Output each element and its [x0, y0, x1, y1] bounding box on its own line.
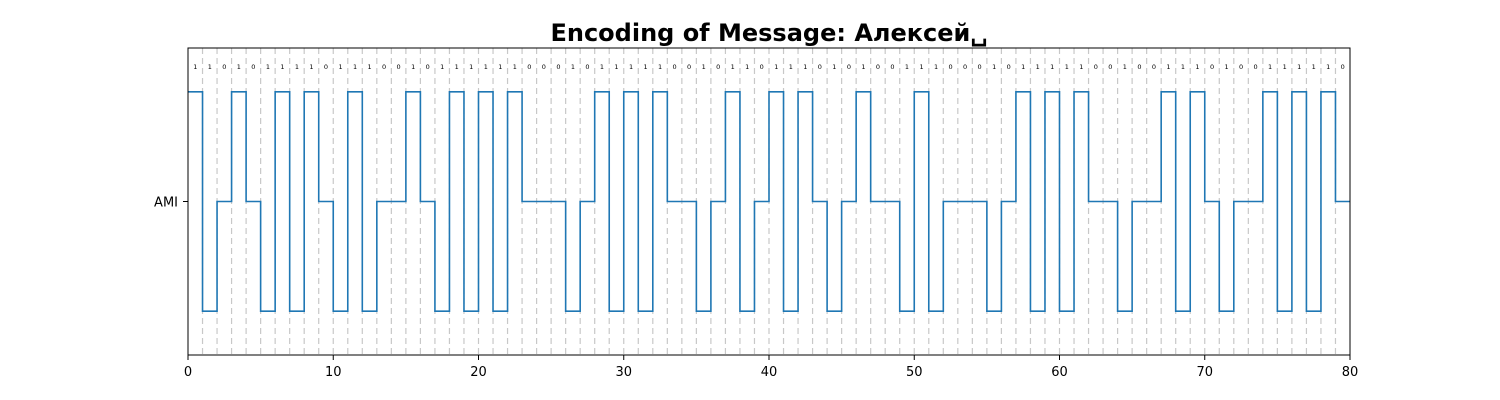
- bit-label: 1: [208, 63, 212, 71]
- bit-label: 0: [1239, 63, 1243, 71]
- x-tick-label: 0: [184, 365, 192, 380]
- bit-label: 1: [1283, 63, 1287, 71]
- y-tick-label: AMI: [154, 196, 178, 211]
- bit-label: 1: [658, 63, 662, 71]
- bit-label: 0: [890, 63, 894, 71]
- x-axis-ticks: 0 10 20 30 40 50 60 70 80: [184, 355, 1358, 380]
- x-tick-label: 20: [470, 365, 487, 380]
- bit-label: 1: [789, 63, 793, 71]
- bit-label: 1: [411, 63, 415, 71]
- x-tick-label: 80: [1342, 365, 1359, 380]
- bit-label: 0: [1007, 63, 1011, 71]
- bit-label: 1: [1181, 63, 1185, 71]
- bit-label: 0: [847, 63, 851, 71]
- bit-label: 1: [934, 63, 938, 71]
- bit-label: 1: [455, 63, 459, 71]
- bit-label: 0: [716, 63, 720, 71]
- bit-label: 1: [571, 63, 575, 71]
- bit-label: 0: [1094, 63, 1098, 71]
- bit-label: 0: [687, 63, 691, 71]
- bit-label: 1: [629, 63, 633, 71]
- bit-label: 1: [498, 63, 502, 71]
- bit-label: 1: [1326, 63, 1330, 71]
- bit-label: 1: [237, 63, 241, 71]
- bit-label: 0: [1254, 63, 1258, 71]
- x-tick-label: 50: [906, 365, 923, 380]
- bit-label: 0: [542, 63, 546, 71]
- bit-label: 0: [1137, 63, 1141, 71]
- bit-label: 1: [1021, 63, 1025, 71]
- bit-label: 1: [992, 63, 996, 71]
- bit-label: 1: [905, 63, 909, 71]
- bit-label: 0: [1341, 63, 1345, 71]
- bit-label: 0: [760, 63, 764, 71]
- bit-label: 0: [324, 63, 328, 71]
- bit-label: 1: [803, 63, 807, 71]
- bit-label: 0: [876, 63, 880, 71]
- bit-label: 0: [1108, 63, 1112, 71]
- chart-title: Encoding of Message: Алексей␣: [550, 19, 987, 47]
- bit-label: 1: [1268, 63, 1272, 71]
- x-tick-label: 40: [761, 365, 778, 380]
- bit-label: 0: [397, 63, 401, 71]
- x-tick-label: 60: [1051, 365, 1068, 380]
- bit-label: 0: [251, 63, 255, 71]
- bit-label: 0: [978, 63, 982, 71]
- bit-label: 1: [367, 63, 371, 71]
- x-tick-label: 70: [1196, 365, 1213, 380]
- bit-label: 0: [673, 63, 677, 71]
- bit-label: 1: [440, 63, 444, 71]
- bit-label: 1: [600, 63, 604, 71]
- bit-label: 1: [731, 63, 735, 71]
- bit-label: 1: [1297, 63, 1301, 71]
- bit-label: 0: [556, 63, 560, 71]
- bit-label: 0: [818, 63, 822, 71]
- bit-label: 1: [1065, 63, 1069, 71]
- bit-label: 1: [614, 63, 618, 71]
- bit-label: 1: [1166, 63, 1170, 71]
- bit-label: 1: [295, 63, 299, 71]
- x-tick-label: 10: [325, 365, 342, 380]
- bit-label: 1: [861, 63, 865, 71]
- bit-label: 1: [1312, 63, 1316, 71]
- bit-label: 1: [309, 63, 313, 71]
- bit-label: 1: [193, 63, 197, 71]
- bit-label: 1: [353, 63, 357, 71]
- bit-label: 1: [1079, 63, 1083, 71]
- y-axis-ticks: AMI: [154, 196, 188, 211]
- bit-label: 1: [1195, 63, 1199, 71]
- bit-label: 1: [338, 63, 342, 71]
- bit-label: 1: [774, 63, 778, 71]
- bit-label: 1: [484, 63, 488, 71]
- x-tick-label: 30: [615, 365, 632, 380]
- bit-label: 1: [280, 63, 284, 71]
- bit-label: 1: [266, 63, 270, 71]
- bit-label: 1: [1036, 63, 1040, 71]
- bit-label: 0: [222, 63, 226, 71]
- bit-label: 0: [1210, 63, 1214, 71]
- bit-label: 1: [469, 63, 473, 71]
- bit-label: 1: [513, 63, 517, 71]
- bit-label: 1: [919, 63, 923, 71]
- bit-label: 1: [832, 63, 836, 71]
- bit-label: 0: [963, 63, 967, 71]
- bit-label: 1: [1050, 63, 1054, 71]
- bit-label: 0: [585, 63, 589, 71]
- bit-label: 0: [1152, 63, 1156, 71]
- bit-label: 0: [426, 63, 430, 71]
- bit-label: 1: [1224, 63, 1228, 71]
- bit-labels: 1 1 0 1 0 1 1 1 1 0 1 1 1 0 0 1 0 1 1 1 1 1 1 0 0 0 1 0 1 1 1 1 1 0 0 1 0 1 1 0…: [193, 63, 1345, 71]
- bit-label: 1: [702, 63, 706, 71]
- bit-label: 1: [1123, 63, 1127, 71]
- bit-label: 0: [382, 63, 386, 71]
- bit-label: 1: [643, 63, 647, 71]
- bit-label: 1: [745, 63, 749, 71]
- ami-signal-line: [188, 91, 1350, 312]
- bit-label: 0: [527, 63, 531, 71]
- bit-label: 0: [948, 63, 952, 71]
